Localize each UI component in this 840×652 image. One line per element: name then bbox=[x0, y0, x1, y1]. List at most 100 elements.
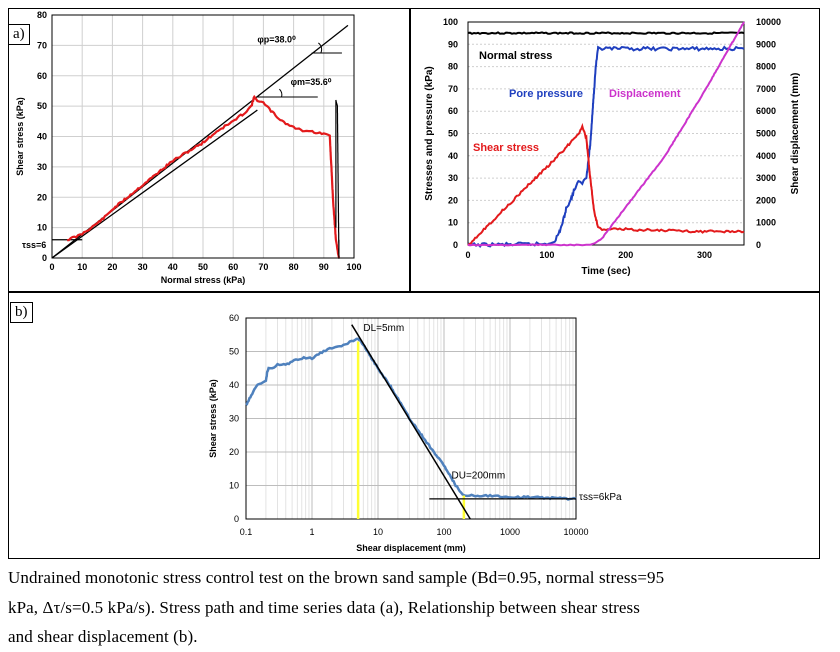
chart-panel-shear-displacement: 0.1 1 10 100 1000 10000 0 10 20 30 40 50 60 Shear dis… bbox=[8, 292, 820, 559]
x-tick-label: 10 bbox=[373, 527, 383, 537]
dl-annotation: DL=5mm bbox=[363, 323, 404, 334]
y2-tick-label: 1000 bbox=[756, 218, 776, 228]
y2-tick-label: 4000 bbox=[756, 151, 776, 161]
x-tick-label: 100 bbox=[346, 262, 361, 272]
y-tick-label: 30 bbox=[448, 173, 458, 183]
x-tick-label: 70 bbox=[258, 262, 268, 272]
y-tick-label: 100 bbox=[443, 17, 458, 27]
y2-tick-label: 0 bbox=[756, 240, 761, 250]
y-tick-label: 70 bbox=[448, 84, 458, 94]
x-axis-label: Normal stress (kPa) bbox=[161, 275, 246, 285]
x-tick-label: 50 bbox=[198, 262, 208, 272]
failure-line-mobilized bbox=[51, 109, 258, 259]
y2-tick-label: 9000 bbox=[756, 39, 776, 49]
x-tick-label: 0 bbox=[49, 262, 54, 272]
du-annotation: DU=200mm bbox=[452, 470, 506, 481]
series-label: Shear stress bbox=[473, 142, 539, 154]
phi-p-arc bbox=[318, 42, 323, 54]
tau-ss-annotation: τss=6 bbox=[22, 240, 46, 250]
y-tick-label: 0 bbox=[42, 253, 47, 263]
y-tick-label: 80 bbox=[37, 10, 47, 20]
y2-tick-label: 10000 bbox=[756, 17, 781, 27]
x-tick-label: 200 bbox=[618, 250, 633, 260]
x-tick-label: 80 bbox=[289, 262, 299, 272]
y-tick-label: 40 bbox=[229, 380, 239, 390]
tau-ss-annotation: τss=6kPa bbox=[579, 492, 622, 503]
y-tick-label: 90 bbox=[448, 39, 458, 49]
final-trace-series bbox=[335, 99, 340, 259]
y-tick-label: 70 bbox=[37, 40, 47, 50]
y2-axis-label: Shear displacement (mm) bbox=[790, 73, 801, 195]
series-line-normal-stress bbox=[467, 31, 745, 35]
stress-path-chart: 0 10 20 30 40 50 60 70 80 90 100 0 10 20 30 40 50 60 70 80 N… bbox=[15, 10, 362, 285]
figure-caption: Undrained monotonic stress control test … bbox=[8, 563, 828, 652]
phi-m-arc bbox=[279, 88, 283, 98]
x-tick-label: 1000 bbox=[500, 527, 520, 537]
y-tick-label: 10 bbox=[37, 223, 47, 233]
phi-m-annotation: φm=35.6⁰ bbox=[291, 77, 332, 87]
x-tick-label: 1 bbox=[309, 527, 314, 537]
y2-tick-label: 8000 bbox=[756, 62, 776, 72]
shear-displacement-chart: 0.1 1 10 100 1000 10000 0 10 20 30 40 50 60 Shear dis… bbox=[208, 313, 622, 553]
y-tick-label: 30 bbox=[229, 414, 239, 424]
plot-area bbox=[51, 14, 355, 259]
y-tick-label: 20 bbox=[229, 447, 239, 457]
x-tick-label: 20 bbox=[107, 262, 117, 272]
x-tick-label: 0.1 bbox=[240, 527, 253, 537]
y-tick-label: 10 bbox=[448, 218, 458, 228]
shear-curve-series bbox=[245, 337, 577, 501]
chart-panel-time-series: 0 100 200 300 0 10 20 30 40 50 60 70 80 90 100 0 1000 200… bbox=[410, 8, 820, 292]
x-tick-label: 60 bbox=[228, 262, 238, 272]
y-tick-label: 30 bbox=[37, 162, 47, 172]
y-tick-label: 50 bbox=[37, 101, 47, 111]
y-tick-label: 50 bbox=[448, 129, 458, 139]
stress-path-series bbox=[67, 94, 340, 259]
x-axis-label: Shear displacement (mm) bbox=[356, 543, 466, 553]
y-axis-label: Shear stress (kPa) bbox=[208, 379, 218, 458]
trend-line bbox=[351, 324, 471, 520]
series-label: Pore pressure bbox=[509, 88, 583, 100]
x-tick-label: 40 bbox=[168, 262, 178, 272]
x-tick-label: 10000 bbox=[563, 527, 588, 537]
y-tick-label: 20 bbox=[448, 195, 458, 205]
x-axis-label: Time (sec) bbox=[581, 266, 630, 277]
series-label: Normal stress bbox=[479, 50, 552, 62]
panel-a-tag: a) bbox=[8, 24, 30, 45]
x-tick-label: 100 bbox=[539, 250, 554, 260]
caption-line-2: kPa, Δτ/s=0.5 kPa/s). Stress path and ti… bbox=[8, 597, 640, 617]
y-tick-label: 10 bbox=[229, 481, 239, 491]
y2-tick-label: 7000 bbox=[756, 84, 776, 94]
series-line-displacement bbox=[467, 21, 745, 247]
y-axis-label: Stresses and pressure (kPa) bbox=[424, 66, 435, 201]
y2-tick-label: 2000 bbox=[756, 195, 776, 205]
y-axis-label: Shear stress (kPa) bbox=[15, 97, 25, 176]
x-tick-label: 100 bbox=[436, 527, 451, 537]
y-tick-label: 50 bbox=[229, 347, 239, 357]
series-line-shear-stress bbox=[467, 122, 745, 247]
y-tick-label: 60 bbox=[448, 106, 458, 116]
y-tick-label: 40 bbox=[448, 151, 458, 161]
panel-b-tag: b) bbox=[10, 302, 33, 323]
chart-panel-stress-path: 0 10 20 30 40 50 60 70 80 90 100 0 10 20 30 40 50 60 70 80 N… bbox=[8, 8, 410, 292]
x-tick-label: 300 bbox=[697, 250, 712, 260]
y-tick-label: 20 bbox=[37, 192, 47, 202]
plot-area bbox=[245, 317, 577, 520]
y-tick-label: 40 bbox=[37, 132, 47, 142]
caption-line-1: Undrained monotonic stress control test … bbox=[8, 568, 665, 587]
y2-tick-label: 5000 bbox=[756, 129, 776, 139]
y2-tick-label: 6000 bbox=[756, 106, 776, 116]
plot-area bbox=[467, 21, 745, 246]
y-tick-label: 60 bbox=[229, 313, 239, 323]
time-series-chart: 0 100 200 300010203040506070809010001000200… bbox=[424, 17, 801, 277]
x-tick-label: 0 bbox=[465, 250, 470, 260]
phi-p-annotation: φp=38.0⁰ bbox=[257, 34, 296, 44]
x-tick-label: 90 bbox=[319, 262, 329, 272]
x-tick-label: 30 bbox=[138, 262, 148, 272]
y-tick-label: 0 bbox=[453, 240, 458, 250]
series-label: Displacement bbox=[609, 88, 681, 100]
caption-line-3: and shear displacement (b). bbox=[8, 627, 198, 646]
y-tick-label: 60 bbox=[37, 71, 47, 81]
x-tick-label: 10 bbox=[77, 262, 87, 272]
y-tick-label: 0 bbox=[234, 514, 239, 524]
y2-tick-label: 3000 bbox=[756, 173, 776, 183]
